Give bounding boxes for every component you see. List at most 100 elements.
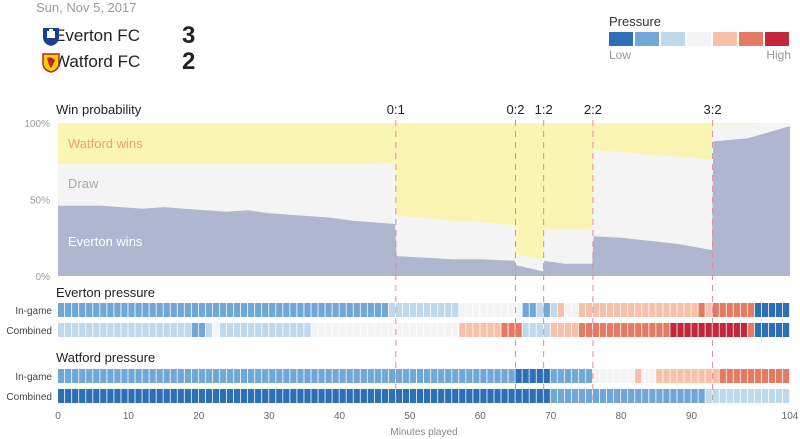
watford-pressure-cell [487, 389, 494, 403]
everton-pressure-cell [726, 323, 733, 337]
watford-pressure-cell [360, 389, 367, 403]
watford-pressure-cell [184, 369, 191, 383]
everton-pressure-cell [374, 323, 381, 337]
watford-pressure-cell [698, 369, 705, 383]
everton-pressure-cell [205, 323, 213, 337]
everton-pressure-cell [156, 303, 163, 317]
watford-pressure-cell [599, 389, 607, 403]
legend-swatch [739, 32, 763, 46]
everton-pressure-cell [184, 323, 191, 337]
watford-pressure-cell [233, 369, 241, 383]
watford-pressure-cell [156, 369, 163, 383]
everton-pressure-cell [121, 303, 128, 317]
everton-pressure-cell [100, 303, 107, 317]
everton-pressure-cell [424, 323, 431, 337]
watford-pressure-cell [128, 389, 135, 403]
everton-pressure-cell [262, 303, 269, 317]
watford-pressure-cell [466, 369, 473, 383]
watford-pressure-cell [599, 369, 607, 383]
everton-pressure-cell [72, 303, 79, 317]
watford-pressure-cell [191, 369, 198, 383]
everton-pressure-cell [79, 323, 86, 337]
watford-pressure-cell [339, 389, 346, 403]
watford-pressure-cell [663, 369, 670, 383]
watford-pressure-cell [311, 369, 318, 383]
watford-pressure-cell [775, 389, 783, 403]
watford-pressure-cell [65, 369, 72, 383]
x-tick-label: 40 [334, 411, 346, 422]
x-tick-label: 20 [193, 411, 205, 422]
everton-pressure-cell [212, 303, 220, 317]
everton-pressure-cell [318, 303, 325, 317]
watford-pressure-cell [276, 369, 283, 383]
everton-pressure-row-label: Combined [6, 326, 52, 337]
everton-pressure-cell [501, 303, 508, 317]
watford-pressure-cell [628, 369, 635, 383]
watford-pressure-cell [269, 369, 276, 383]
everton-pressure-cell [501, 323, 508, 337]
watford-pressure-cell [304, 389, 311, 403]
watford-pressure-cell [121, 369, 128, 383]
away-team-score: 2 [182, 48, 196, 75]
everton-pressure-cell [585, 323, 593, 337]
watford-pressure-cell [578, 369, 586, 383]
watford-pressure-cell [768, 389, 776, 403]
everton-pressure-cell [522, 323, 529, 337]
watford-pressure-cell [733, 369, 740, 383]
watford-pressure-cell [255, 369, 262, 383]
watford-pressure-cell [219, 369, 227, 383]
everton-pressure-cell [768, 323, 776, 337]
watford-pressure-cell [283, 369, 290, 383]
everton-pressure-cell [607, 323, 614, 337]
watford-pressure-cell [191, 389, 198, 403]
watford-pressure-cell [149, 389, 156, 403]
watford-pressure-cell [670, 369, 677, 383]
x-tick-label: 104 [782, 411, 799, 422]
x-axis-label: Minutes played [390, 427, 457, 438]
everton-pressure-cell [466, 323, 473, 337]
watford-pressure-cell [782, 389, 790, 403]
watford-pressure-cell [614, 389, 621, 403]
everton-pressure-cell [170, 323, 177, 337]
home-team-row: Everton FC 3 [43, 22, 195, 50]
everton-pressure-cell [297, 323, 304, 337]
watford-pressure-cell [635, 369, 642, 383]
everton-pressure-cell [698, 303, 705, 317]
watford-pressure-cell [698, 389, 705, 403]
watford-pressure-cell [733, 389, 740, 403]
watford-pressure-cell [656, 389, 663, 403]
everton-pressure-cell [761, 323, 769, 337]
watford-pressure-cell [452, 389, 459, 403]
watford-pressure-cell [740, 389, 747, 403]
everton-pressure-cell [128, 303, 135, 317]
watford-pressure-cell [761, 369, 769, 383]
watford-pressure-cell [72, 369, 79, 383]
watford-pressure-cell [543, 369, 550, 383]
everton-pressure-cell [691, 323, 698, 337]
everton-pressure-cell [677, 323, 684, 337]
everton-pressure-cell [409, 323, 417, 337]
everton-pressure-cell [339, 323, 346, 337]
everton-pressure-cell [543, 323, 550, 337]
everton-pressure-cell [782, 303, 790, 317]
watford-pressure-cell [438, 389, 445, 403]
watford-pressure-cell [100, 389, 107, 403]
everton-pressure-cell [487, 323, 494, 337]
watford-pressure-cell [684, 389, 691, 403]
everton-pressure-cell [346, 303, 353, 317]
everton-pressure-cell [571, 303, 579, 317]
everton-pressure-cell [346, 323, 353, 337]
everton-pressure-cell [508, 303, 515, 317]
watford-pressure-cell [663, 389, 670, 403]
watford-pressure-cell [114, 389, 121, 403]
watford-pressure-cell [65, 389, 72, 403]
watford-pressure-cell [585, 389, 593, 403]
everton-pressure-cell [269, 303, 276, 317]
everton-pressure-cell [290, 323, 297, 337]
watford-pressure-cell [536, 389, 543, 403]
everton-pressure-cell [536, 303, 543, 317]
watford-pressure-cell [782, 369, 790, 383]
watford-pressure-cell [445, 369, 452, 383]
watford-pressure-cell [515, 389, 522, 403]
everton-pressure-cell [388, 303, 396, 317]
